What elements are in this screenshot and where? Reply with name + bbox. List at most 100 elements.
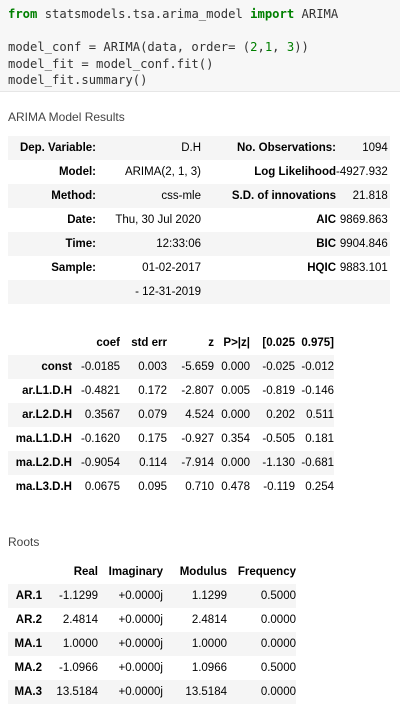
roots-row: MA.1 1.0000 +0.0000j 1.0000 0.0000 — [8, 632, 296, 656]
summary-value: 01-02-2017 — [96, 256, 203, 280]
comma-2: , — [272, 40, 287, 55]
roots-cell: 0.0000 — [227, 680, 296, 704]
code-line-5: model_fit.summary() — [8, 73, 148, 88]
roots-row: AR.2 2.4814 +0.0000j 2.4814 0.0000 — [8, 608, 296, 632]
coef-row-label: ma.L1.D.H — [8, 427, 72, 451]
summary-row: Method: css-mle S.D. of innovations 21.818 — [8, 184, 390, 208]
coef-cell: 0.511 — [295, 403, 334, 427]
coef-cell: 4.524 — [167, 403, 214, 427]
coef-row: ar.L1.D.H -0.4821 0.172 -2.807 0.005 -0.819 -0… — [8, 379, 334, 403]
roots-cell: +0.0000j — [98, 680, 163, 704]
roots-cell: -1.1299 — [42, 584, 98, 608]
roots-column-header: Modulus — [163, 560, 227, 584]
imported-name: ARIMA — [294, 7, 339, 21]
roots-cell: -1.0966 — [42, 656, 98, 680]
roots-cell: 0.0000 — [227, 608, 296, 632]
roots-header-row: Real Imaginary Modulus Frequency — [8, 560, 296, 584]
roots-cell: 1.0000 — [42, 632, 98, 656]
summary-row: Dep. Variable: D.H No. Observations: 1094 — [8, 136, 390, 160]
summary-value: 21.818 — [336, 184, 390, 208]
roots-column-header: Frequency — [227, 560, 296, 584]
coef-cell: -2.807 — [167, 379, 214, 403]
summary-label: BIC — [203, 232, 336, 256]
coef-cell: 0.079 — [120, 403, 167, 427]
code-cell[interactable]: from statsmodels.tsa.arima_model import … — [0, 0, 400, 92]
coef-column-header: z — [167, 331, 214, 355]
roots-row-label: MA.1 — [8, 632, 42, 656]
summary-value: 12:33:06 — [96, 232, 203, 256]
coef-row-label: ma.L3.D.H — [8, 475, 72, 499]
roots-cell: 0.5000 — [227, 584, 296, 608]
coef-cell: 0.202 — [250, 403, 295, 427]
summary-value: 1094 — [336, 136, 390, 160]
code-line-3-post: )) — [294, 40, 309, 55]
coef-cell: -0.0185 — [72, 355, 120, 379]
roots-cell: 13.5184 — [163, 680, 227, 704]
coef-row-label: ar.L2.D.H — [8, 403, 72, 427]
coef-column-header — [8, 331, 72, 355]
summary-label — [8, 280, 96, 304]
roots-column-header: Real — [42, 560, 98, 584]
roots-row: MA.3 13.5184 +0.0000j 13.5184 0.0000 — [8, 680, 296, 704]
coef-header-row: coef std err z P>|z| [0.025 0.975] — [8, 331, 334, 355]
coef-column-header: P>|z| — [214, 331, 250, 355]
summary-label: S.D. of innovations — [203, 184, 336, 208]
coef-row: ar.L2.D.H 0.3567 0.079 4.524 0.000 0.202 0.511 — [8, 403, 334, 427]
coef-cell: -0.1620 — [72, 427, 120, 451]
coef-cell: 0.175 — [120, 427, 167, 451]
roots-cell: 0.5000 — [227, 656, 296, 680]
coef-cell: 0.114 — [120, 451, 167, 475]
summary-table: Dep. Variable: D.H No. Observations: 1094 Mo… — [8, 136, 390, 304]
roots-row: AR.1 -1.1299 +0.0000j 1.1299 0.5000 — [8, 584, 296, 608]
keyword-import: import — [250, 7, 295, 21]
module-name: statsmodels.tsa.arima_model — [37, 7, 251, 21]
summary-value: Thu, 30 Jul 2020 — [96, 208, 203, 232]
summary-label: Method: — [8, 184, 96, 208]
summary-row: Model: ARIMA(2, 1, 3) Log Likelihood -4927.… — [8, 160, 390, 184]
coef-cell: -0.927 — [167, 427, 214, 451]
summary-value: 9904.846 — [336, 232, 390, 256]
roots-cell: 1.1299 — [163, 584, 227, 608]
coef-cell: 0.354 — [214, 427, 250, 451]
coef-cell: -0.146 — [295, 379, 334, 403]
summary-value: css-mle — [96, 184, 203, 208]
summary-row: Sample: 01-02-2017 HQIC 9883.101 — [8, 256, 390, 280]
summary-label: Log Likelihood — [203, 160, 336, 184]
roots-cell: 0.0000 — [227, 632, 296, 656]
roots-cell: 13.5184 — [42, 680, 98, 704]
roots-column-header — [8, 560, 42, 584]
summary-row: - 12-31-2019 — [8, 280, 390, 304]
roots-column-header: Imaginary — [98, 560, 163, 584]
coef-cell: 0.0675 — [72, 475, 120, 499]
summary-label: HQIC — [203, 256, 336, 280]
coef-cell: -0.9054 — [72, 451, 120, 475]
summary-value: ARIMA(2, 1, 3) — [96, 160, 203, 184]
roots-cell: 2.4814 — [42, 608, 98, 632]
summary-label: Date: — [8, 208, 96, 232]
summary-value: D.H — [96, 136, 203, 160]
summary-row: Time: 12:33:06 BIC 9904.846 — [8, 232, 390, 256]
roots-cell: +0.0000j — [98, 632, 163, 656]
summary-value: - 12-31-2019 — [96, 280, 203, 304]
coef-column-header: [0.025 — [250, 331, 295, 355]
coefficients-table: coef std err z P>|z| [0.025 0.975] const -0.01… — [8, 331, 334, 499]
summary-value: 9883.101 — [336, 256, 390, 280]
summary-label: Model: — [8, 160, 96, 184]
coef-row-label: const — [8, 355, 72, 379]
coef-cell: -5.659 — [167, 355, 214, 379]
coef-cell: 0.3567 — [72, 403, 120, 427]
summary-label: Sample: — [8, 256, 96, 280]
coef-cell: -0.025 — [250, 355, 295, 379]
order-q: 3 — [286, 40, 295, 55]
coef-cell: -7.914 — [167, 451, 214, 475]
coef-cell: -0.505 — [250, 427, 295, 451]
roots-row-label: MA.2 — [8, 656, 42, 680]
code-line-4: model_fit = model_conf.fit() — [8, 56, 214, 71]
coef-cell: -0.012 — [295, 355, 334, 379]
coef-row: ma.L1.D.H -0.1620 0.175 -0.927 0.354 -0.505 0.… — [8, 427, 334, 451]
code-editor[interactable]: from statsmodels.tsa.arima_model import … — [0, 0, 400, 89]
summary-row: Date: Thu, 30 Jul 2020 AIC 9869.863 — [8, 208, 390, 232]
coef-cell: 0.710 — [167, 475, 214, 499]
coef-cell: 0.172 — [120, 379, 167, 403]
coef-row-label: ar.L1.D.H — [8, 379, 72, 403]
